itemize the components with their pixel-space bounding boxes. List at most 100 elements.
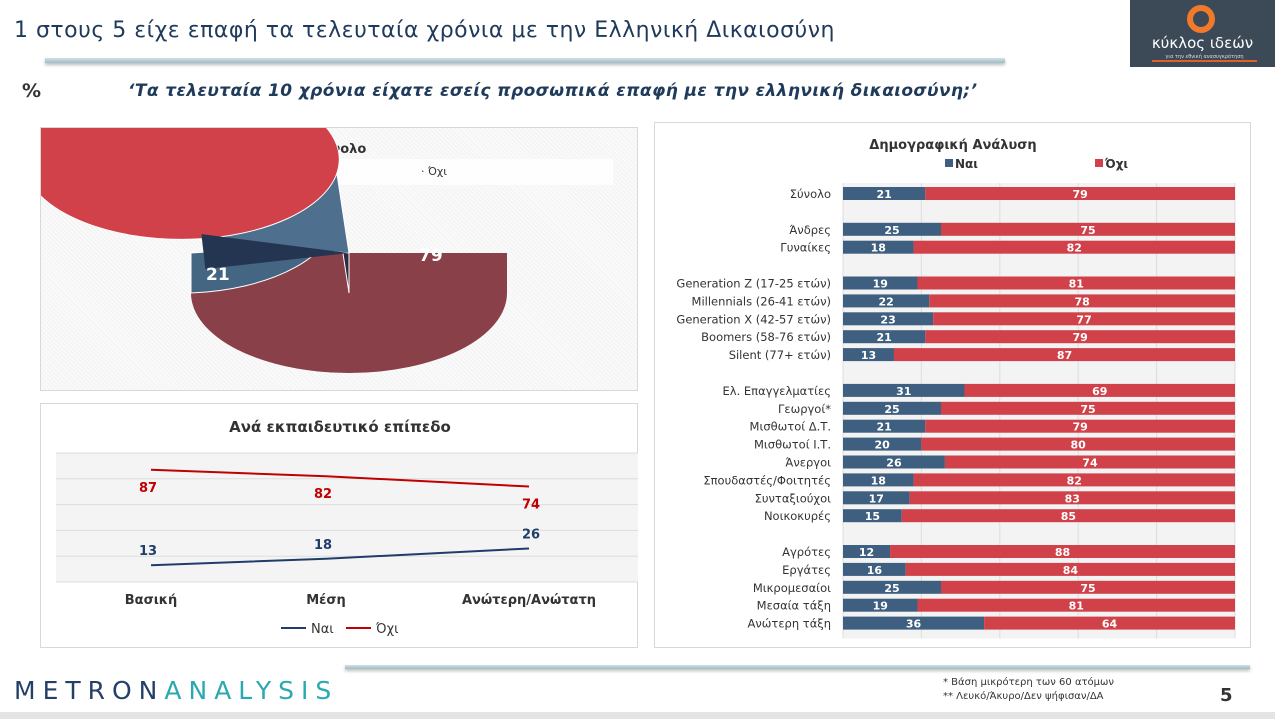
- bar-label-nai: 19: [873, 278, 888, 291]
- bar-category-label: Αγρότες: [782, 545, 831, 559]
- bar-category-label: Άνδρες: [789, 223, 831, 237]
- bar-label-nai: 31: [896, 385, 911, 398]
- bar-category-label: Generation X (42-57 ετών): [676, 312, 831, 326]
- line-legend-label: Όχι: [375, 622, 398, 637]
- bar-oxi: [929, 294, 1235, 308]
- line-chart: Ανά εκπαιδευτικό επίπεδο 13 18 26 87 82 74 Βασι…: [56, 418, 638, 637]
- bar-category-label: Μισθωτοί Δ.Τ.: [750, 420, 831, 434]
- bar-nai: [843, 187, 926, 200]
- bar-oxi: [933, 312, 1235, 326]
- bar-category-label: Εργάτες: [782, 563, 831, 577]
- bar-legend-nai: Ναι: [955, 157, 978, 171]
- bar-oxi: [984, 616, 1235, 630]
- bar-label-oxi: 75: [1080, 403, 1095, 416]
- bar-title: Δημογραφική Ανάλυση: [869, 138, 1036, 153]
- bar-label-nai: 26: [886, 457, 902, 470]
- bar-category-label: Silent (77+ ετών): [729, 348, 831, 362]
- pie-label-oxi: 79: [419, 246, 443, 266]
- bar-label-nai: 23: [880, 313, 895, 326]
- line-series-0: [150, 547, 530, 567]
- bar-label-oxi: 80: [1071, 439, 1087, 452]
- line-x-tick: Βασική: [125, 593, 178, 608]
- bar-oxi: [921, 437, 1235, 451]
- bar-label-nai: 17: [869, 492, 884, 505]
- survey-question: ‘Τα τελευταία 10 χρόνια είχατε εσείς προ…: [128, 81, 978, 101]
- brand-a: METRON: [14, 676, 165, 705]
- bar-category-label: Ελ. Επαγγελματίες: [723, 384, 831, 398]
- line-data-label: 74: [522, 498, 540, 513]
- bar-nai: [843, 473, 914, 487]
- bar-label-nai: 18: [871, 474, 886, 487]
- line-legend-label: Ναι: [311, 622, 334, 637]
- unit-label: %: [22, 80, 42, 102]
- footnotes: * Βάση μικρότερη των 60 ατόμων ** Λευκό/…: [943, 676, 1114, 704]
- bar-oxi: [941, 222, 1235, 236]
- bar-chart-panel: Δημογραφική Ανάλυση Ναι Όχι 21 79 Σύνολο 25 75 Ά…: [654, 122, 1251, 648]
- line-x-tick: Μέση: [306, 593, 346, 608]
- line-series-1: [150, 468, 530, 488]
- bar-label-oxi: 87: [1057, 349, 1072, 362]
- bar-label-nai: 19: [873, 600, 888, 613]
- bar-category-label: Γεωργοί*: [778, 402, 831, 416]
- bar-label-oxi: 69: [1092, 385, 1107, 398]
- logo-tagline: για την εθνική ανασυγκρότηση: [1152, 54, 1257, 62]
- bar-category-label: Σπουδαστές/Φοιτητές: [703, 473, 831, 487]
- bar-label-oxi: 82: [1067, 242, 1082, 255]
- bar-label-oxi: 75: [1080, 224, 1095, 237]
- bar-nai: [843, 580, 941, 594]
- bar-legend-oxi: Όχι: [1104, 157, 1128, 171]
- bar-label-nai: 25: [884, 403, 899, 416]
- bar-oxi: [941, 580, 1235, 594]
- bar-category-label: Boomers (58-76 ετών): [701, 330, 831, 344]
- line-data-label: 87: [139, 481, 157, 496]
- page-title: 1 στους 5 είχε επαφή τα τελευταία χρόνια…: [14, 18, 835, 43]
- bar-nai: [843, 294, 930, 308]
- bar-nai: [843, 509, 902, 523]
- line-plot-area: [56, 453, 638, 582]
- bar-nai: [843, 545, 891, 558]
- bar-category-label: Μισθωτοί Ι.Τ.: [754, 438, 831, 452]
- line-x-tick: Ανώτερη/Ανώτατη: [462, 593, 596, 608]
- bar-nai: [843, 598, 918, 612]
- bar-nai: [843, 383, 965, 397]
- brand-b: ANALYSIS: [164, 676, 339, 705]
- line-data-label: 26: [522, 527, 540, 542]
- pie-legend-oxi: · Όχι: [421, 165, 447, 178]
- bottom-bar: [0, 712, 1275, 719]
- bar-label-nai: 25: [884, 582, 899, 595]
- footnote-1: * Βάση μικρότερη των 60 ατόμων: [943, 677, 1114, 688]
- pie-inner-face: [201, 234, 349, 270]
- pie-label-nai: 21: [206, 265, 230, 285]
- bar-nai: [843, 401, 941, 415]
- bar-label-oxi: 79: [1073, 331, 1088, 344]
- bar-category-label: Σύνολο: [790, 187, 831, 201]
- kyklos-ideon-logo: κύκλος ιδεών για την εθνική ανασυγκρότησ…: [1130, 0, 1275, 67]
- bar-oxi: [925, 419, 1235, 433]
- bar-nai: [843, 419, 926, 433]
- bar-category-label: Μεσαία τάξη: [757, 599, 831, 613]
- bar-label-oxi: 77: [1076, 313, 1091, 326]
- bar-label-oxi: 79: [1073, 421, 1088, 434]
- footer-divider: [345, 665, 1250, 669]
- bar-label-nai: 21: [877, 188, 892, 201]
- bar-chart: Δημογραφική Ανάλυση Ναι Όχι 21 79 Σύνολο 25 75 Ά…: [676, 138, 1236, 639]
- bar-nai: [843, 312, 934, 326]
- bar-label-oxi: 75: [1080, 582, 1095, 595]
- bar-nai: [843, 330, 926, 344]
- bar-nai: [843, 276, 918, 290]
- bar-nai: [843, 222, 941, 236]
- bar-oxi: [925, 187, 1235, 200]
- line-data-label: 13: [139, 544, 157, 559]
- bar-oxi: [905, 562, 1235, 576]
- bar-label-nai: 21: [877, 331, 892, 344]
- bar-label-oxi: 84: [1063, 564, 1079, 577]
- line-title: Ανά εκπαιδευτικό επίπεδο: [229, 418, 451, 436]
- bar-category-label: Generation Z (17-25 ετών): [676, 277, 831, 291]
- bar-nai: [843, 437, 922, 451]
- bar-oxi: [913, 473, 1235, 487]
- logo-ring-icon: [1187, 5, 1215, 33]
- bar-nai: [843, 616, 985, 630]
- bar-label-oxi: 81: [1069, 600, 1084, 613]
- bar-nai: [843, 491, 910, 505]
